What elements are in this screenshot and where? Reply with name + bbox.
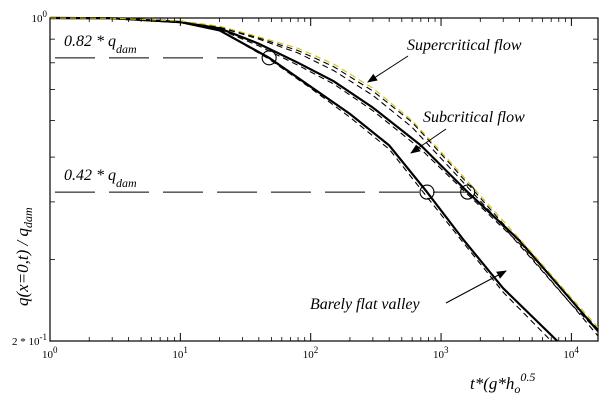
plot-frame [49, 17, 599, 342]
reference-lines: 0.82 * qdam 0.42 * qdam [55, 33, 468, 193]
point-marker [460, 184, 476, 200]
x-tick-label: 103 [433, 345, 449, 361]
point-marker [261, 50, 277, 66]
annotation-label: Supercritical flow [407, 37, 522, 54]
series-line-5 [49, 17, 599, 332]
annotation-arrow [445, 270, 507, 304]
x-tick-label: 101 [172, 345, 188, 361]
annotation-label: Subcritical flow [423, 109, 525, 126]
x-tick-label: 100 [42, 345, 58, 361]
series-line-3 [49, 17, 552, 342]
reference-line-label: 0.82 * qdam [64, 33, 137, 56]
y-axis-title: q(x=0,t) / qdam [13, 207, 35, 306]
annotation-arrow [410, 128, 447, 154]
series-line-7 [49, 17, 599, 328]
series-line-6 [49, 17, 599, 330]
reference-line-label: 0.42 * qdam [64, 167, 137, 190]
annotation-arrow [367, 55, 409, 83]
point-marker [419, 184, 435, 200]
x-tick-label: 102 [303, 345, 319, 361]
y-tick-label: 100 [32, 9, 48, 25]
x-axis-title: t*(g*ho0.5 [470, 370, 535, 396]
marker-layer [261, 50, 476, 200]
series-line-2 [49, 16, 599, 332]
annotation-label: Barely flat valley [310, 296, 420, 313]
annotation-layer: Supercritical flow Subcritical flow Barely… [310, 37, 525, 313]
x-tick-label: 104 [563, 345, 579, 361]
y-tick-label: 2 * 10-1 [12, 332, 47, 348]
